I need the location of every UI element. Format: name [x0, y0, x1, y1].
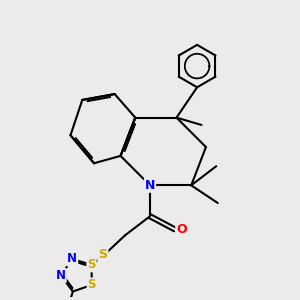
- Text: S: S: [87, 258, 96, 272]
- Text: S: S: [98, 248, 107, 261]
- Text: N: N: [67, 253, 77, 266]
- Text: N: N: [145, 179, 155, 192]
- Text: N: N: [56, 269, 66, 282]
- Text: O: O: [176, 223, 187, 236]
- Text: S: S: [88, 278, 96, 291]
